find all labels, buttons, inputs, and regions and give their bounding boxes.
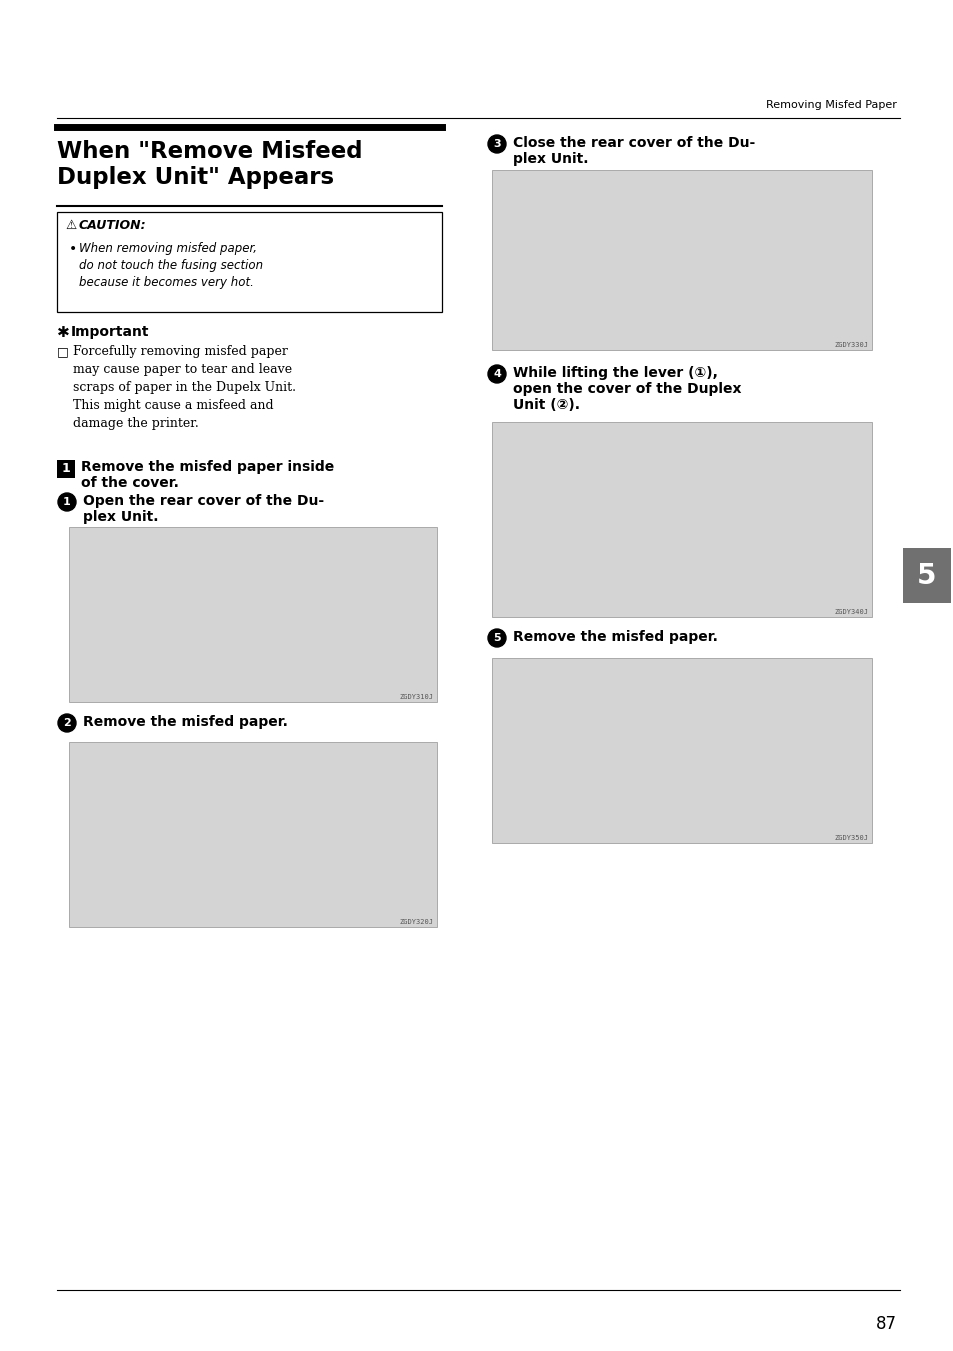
Text: of the cover.: of the cover. <box>81 476 179 490</box>
Text: Close the rear cover of the Du-: Close the rear cover of the Du- <box>513 136 755 150</box>
Text: Removing Misfed Paper: Removing Misfed Paper <box>765 100 896 109</box>
Bar <box>69 742 436 927</box>
Bar <box>69 527 436 703</box>
Text: plex Unit.: plex Unit. <box>83 509 158 524</box>
Bar <box>902 549 950 603</box>
Text: •: • <box>69 242 77 255</box>
Text: Forcefully removing misfed paper
may cause paper to tear and leave
scraps of pap: Forcefully removing misfed paper may cau… <box>73 345 295 430</box>
Text: ZGDY340J: ZGDY340J <box>834 609 868 615</box>
Text: 1: 1 <box>63 497 71 507</box>
Bar <box>492 170 871 350</box>
Circle shape <box>488 630 505 647</box>
Circle shape <box>488 365 505 382</box>
Text: ZGDY350J: ZGDY350J <box>834 835 868 842</box>
Text: ZGDY320J: ZGDY320J <box>399 919 434 925</box>
Text: While lifting the lever (①),: While lifting the lever (①), <box>513 366 717 380</box>
Text: plex Unit.: plex Unit. <box>513 153 588 166</box>
Text: 87: 87 <box>875 1315 896 1333</box>
Text: ZGDY310J: ZGDY310J <box>399 694 434 700</box>
Bar <box>492 422 871 617</box>
Text: Duplex Unit" Appears: Duplex Unit" Appears <box>57 166 334 189</box>
Bar <box>492 658 871 843</box>
Text: 5: 5 <box>916 562 936 589</box>
Text: Important: Important <box>71 326 150 339</box>
Text: Remove the misfed paper.: Remove the misfed paper. <box>513 630 717 644</box>
Text: because it becomes very hot.: because it becomes very hot. <box>79 276 253 289</box>
Text: 1: 1 <box>62 462 71 476</box>
Circle shape <box>58 493 76 511</box>
Text: Remove the misfed paper.: Remove the misfed paper. <box>83 715 288 730</box>
Text: 5: 5 <box>493 634 500 643</box>
Text: When removing misfed paper,: When removing misfed paper, <box>79 242 256 255</box>
Text: open the cover of the Duplex: open the cover of the Duplex <box>513 382 740 396</box>
Text: do not touch the fusing section: do not touch the fusing section <box>79 259 263 272</box>
Text: □: □ <box>57 345 69 358</box>
Text: Remove the misfed paper inside: Remove the misfed paper inside <box>81 459 334 474</box>
Text: When "Remove Misfeed: When "Remove Misfeed <box>57 141 362 163</box>
Bar <box>57 459 75 478</box>
Text: Unit (②).: Unit (②). <box>513 399 579 412</box>
Circle shape <box>488 135 505 153</box>
Text: 3: 3 <box>493 139 500 149</box>
Text: ✱: ✱ <box>57 326 70 340</box>
Text: 2: 2 <box>63 717 71 728</box>
Text: ZGDY330J: ZGDY330J <box>834 342 868 349</box>
Circle shape <box>58 713 76 732</box>
Text: Open the rear cover of the Du-: Open the rear cover of the Du- <box>83 494 324 508</box>
Text: 4: 4 <box>493 369 500 380</box>
Text: CAUTION:: CAUTION: <box>79 219 147 232</box>
Bar <box>57 212 441 312</box>
Text: ⚠: ⚠ <box>65 219 76 232</box>
